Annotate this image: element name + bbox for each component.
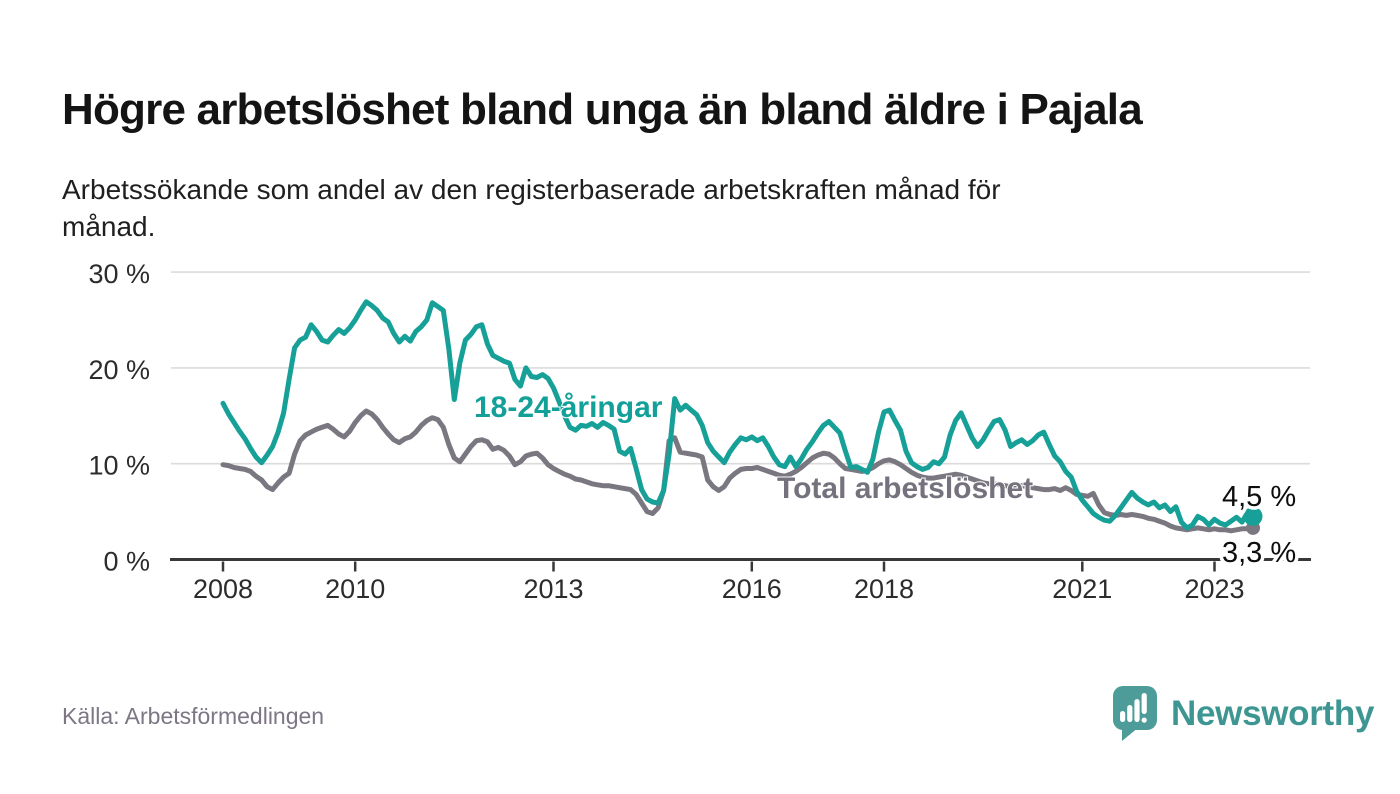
x-axis (170, 558, 1311, 572)
x-tick-label: 2010 (325, 574, 385, 604)
young-end-value-label: 4,5 % (1222, 481, 1296, 513)
newsworthy-bubble-chart-icon (1113, 686, 1157, 741)
x-axis-labels: 2008 2010 2013 2016 2018 2021 2023 (193, 574, 1245, 604)
gridlines (171, 271, 1310, 465)
chart-subtitle: Arbetssökande som andel av den registerb… (62, 174, 1001, 243)
x-tick-label: 2013 (523, 574, 583, 604)
young-series-label: 18-24-åringar (474, 391, 663, 424)
total-series-label: Total arbetslöshet (777, 472, 1033, 505)
y-tick-label: 30 % (88, 259, 150, 289)
x-tick-label: 2016 (722, 574, 782, 604)
source-note: Källa: Arbetsförmedlingen (62, 703, 325, 729)
young-series-line (220, 299, 1256, 531)
x-tick-label: 2023 (1184, 574, 1244, 604)
y-tick-label: 0 % (103, 547, 150, 577)
newsworthy-logo: Newsworthy (1112, 685, 1374, 742)
x-tick-label: 2018 (854, 574, 914, 604)
y-tick-label: 10 % (88, 451, 150, 481)
series-lines (220, 299, 1263, 535)
y-axis-labels: 0 % 10 % 20 % 30 % (88, 259, 150, 576)
page-title: Högre arbetslöshet bland unga än bland ä… (62, 85, 1143, 135)
line-chart: 0 % 10 % 20 % 30 % 2008 2010 2013 2016 2018 2021… (88, 259, 1311, 604)
x-tick-label: 2021 (1052, 574, 1112, 604)
young-series-end-dot (1243, 506, 1263, 526)
newsworthy-wordmark: Newsworthy (1171, 693, 1375, 733)
total-end-value-label: 3,3 % (1222, 537, 1296, 569)
y-tick-label: 20 % (88, 355, 150, 385)
total-series-line (220, 408, 1256, 534)
x-tick-label: 2008 (193, 574, 253, 604)
